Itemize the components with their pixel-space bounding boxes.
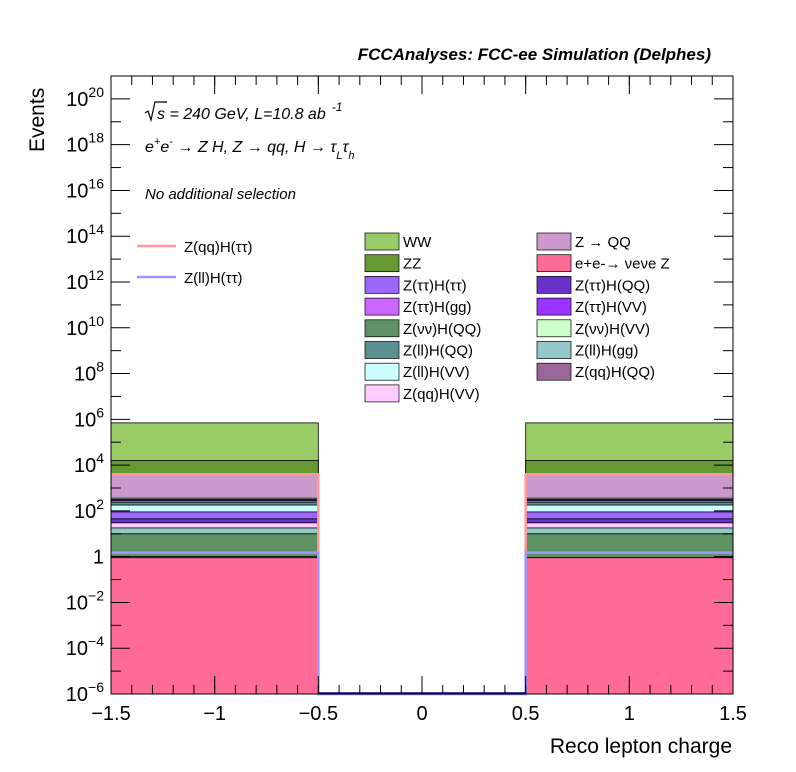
bar-e-e-e-e-z-bin-2 (525, 557, 734, 695)
legend-swatch-z-qq-h-vv (364, 384, 400, 403)
energy-rest: = 240 GeV, L=10.8 ab (165, 106, 326, 123)
y-tick-label: 1020 (66, 84, 104, 111)
sqrt-symbol-icon (144, 101, 167, 123)
y-tick-label: 1 (93, 547, 104, 569)
svg-text:s = 240 GeV, L=10.8 ab-1: s = 240 GeV, L=10.8 ab -1 (157, 100, 342, 123)
x-tick-label: 1.5 (719, 703, 747, 725)
y-tick-label: 1010 (66, 313, 104, 340)
legend-swatch-z-h (364, 276, 400, 294)
legend-label: Z(ττ)H(VV) (575, 299, 647, 316)
x-axis-label: Reco lepton charge (550, 735, 732, 758)
y-tick-label: 1018 (66, 130, 104, 157)
energy-s: s (157, 106, 165, 123)
legend-swatch-zz (364, 254, 400, 273)
energy-unit-exponent: -1 (332, 100, 343, 114)
y-tick-label: 10−6 (66, 679, 104, 706)
legend-label: Z(ττ)H(ττ) (403, 277, 467, 294)
legend-swatch-z-qq-h-qq (536, 362, 572, 381)
y-tick-label: 106 (74, 404, 104, 431)
y-axis-label: Events (26, 88, 49, 152)
legend-swatch-e-e-e-e-z (536, 254, 572, 273)
legend-swatch-z-qq (536, 232, 572, 251)
legend-label: Z(νν)H(QQ) (403, 321, 481, 338)
y-tick-label: 1016 (66, 175, 104, 202)
legend-label: Z(qq)H(ττ) (184, 239, 253, 256)
legend-swatch-z-ll-h-vv (364, 362, 400, 381)
bar-e-e-e-e-z-bin-0 (110, 557, 319, 695)
x-tick-label: 1 (624, 703, 635, 725)
legend: Z(qq)H(ττ) Z(ll)H(ττ) WW ZZ Z(ττ)H(ττ) Z(ττ)H… (137, 232, 670, 403)
chart-title: FCCAnalyses: FCC-ee Simulation (Delphes) (358, 45, 712, 64)
x-tick-label: 0.5 (512, 703, 540, 725)
legend-swatch-z-h-vv (536, 319, 572, 338)
x-tick-label: −0.5 (299, 703, 338, 725)
y-tick-label: 10−4 (66, 633, 104, 660)
x-tick-label: −1 (203, 703, 226, 725)
legend-swatch-z-h-qq (364, 319, 400, 338)
process-annotation: e+e- → Z H, Z → qq, H → τLτh (145, 136, 355, 162)
energy-annotation: s = 240 GeV, L=10.8 ab -1 (144, 100, 342, 123)
y-tick-label: 10−2 (66, 587, 104, 614)
legend-label: Z(ll)H(gg) (575, 343, 638, 360)
selection-annotation: No additional selection (145, 186, 296, 203)
stacked-histogram (110, 422, 734, 695)
legend-label: Z → QQ (575, 234, 631, 251)
legend-swatch-z-ll-h-gg (536, 341, 572, 359)
legend-swatch-z-h-gg (364, 297, 400, 316)
legend-label: Z(qq)H(VV) (403, 386, 480, 403)
y-tick-label: 104 (74, 450, 104, 477)
y-tick-label: 102 (74, 496, 104, 523)
x-tick-label: −1.5 (91, 703, 130, 725)
legend-label: e+e-→ νeνe Z (575, 256, 670, 273)
y-tick-label: 1012 (66, 267, 104, 294)
x-tick-label: 0 (416, 703, 427, 725)
legend-label: Z(ττ)H(gg) (403, 299, 472, 316)
legend-label: Z(ll)H(ττ) (184, 270, 243, 287)
legend-swatch-z-ll-h-qq (364, 341, 400, 359)
legend-swatch-ww (364, 232, 400, 251)
legend-label: Z(ll)H(QQ) (403, 343, 473, 360)
legend-swatch-z-h-qq (536, 276, 572, 294)
legend-label: WW (403, 234, 432, 251)
legend-label: Z(νν)H(VV) (575, 321, 650, 338)
legend-label: Z(ττ)H(QQ) (575, 277, 650, 294)
legend-label: Z(ll)H(VV) (403, 364, 470, 381)
axes: −1.5 −1 −0.5 0 0.5 1 1.5 10−6 10−4 10−2 1 102 104 106… (66, 75, 747, 725)
y-tick-label: 1014 (66, 221, 104, 248)
y-tick-label: 108 (74, 359, 104, 386)
legend-label: Z(qq)H(QQ) (575, 364, 655, 381)
legend-swatch-z-h-vv (536, 297, 572, 316)
legend-label: ZZ (403, 256, 421, 273)
